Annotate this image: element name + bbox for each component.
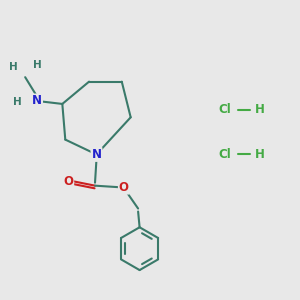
- Text: O: O: [119, 181, 129, 194]
- Text: H: H: [255, 148, 265, 161]
- Text: N: N: [32, 94, 42, 107]
- Text: H: H: [9, 62, 18, 72]
- Text: H: H: [14, 98, 22, 107]
- Text: H: H: [33, 60, 41, 70]
- Text: Cl: Cl: [218, 148, 231, 161]
- Text: H: H: [255, 103, 265, 116]
- Text: N: N: [92, 148, 101, 161]
- Text: Cl: Cl: [218, 103, 231, 116]
- Text: O: O: [63, 175, 73, 188]
